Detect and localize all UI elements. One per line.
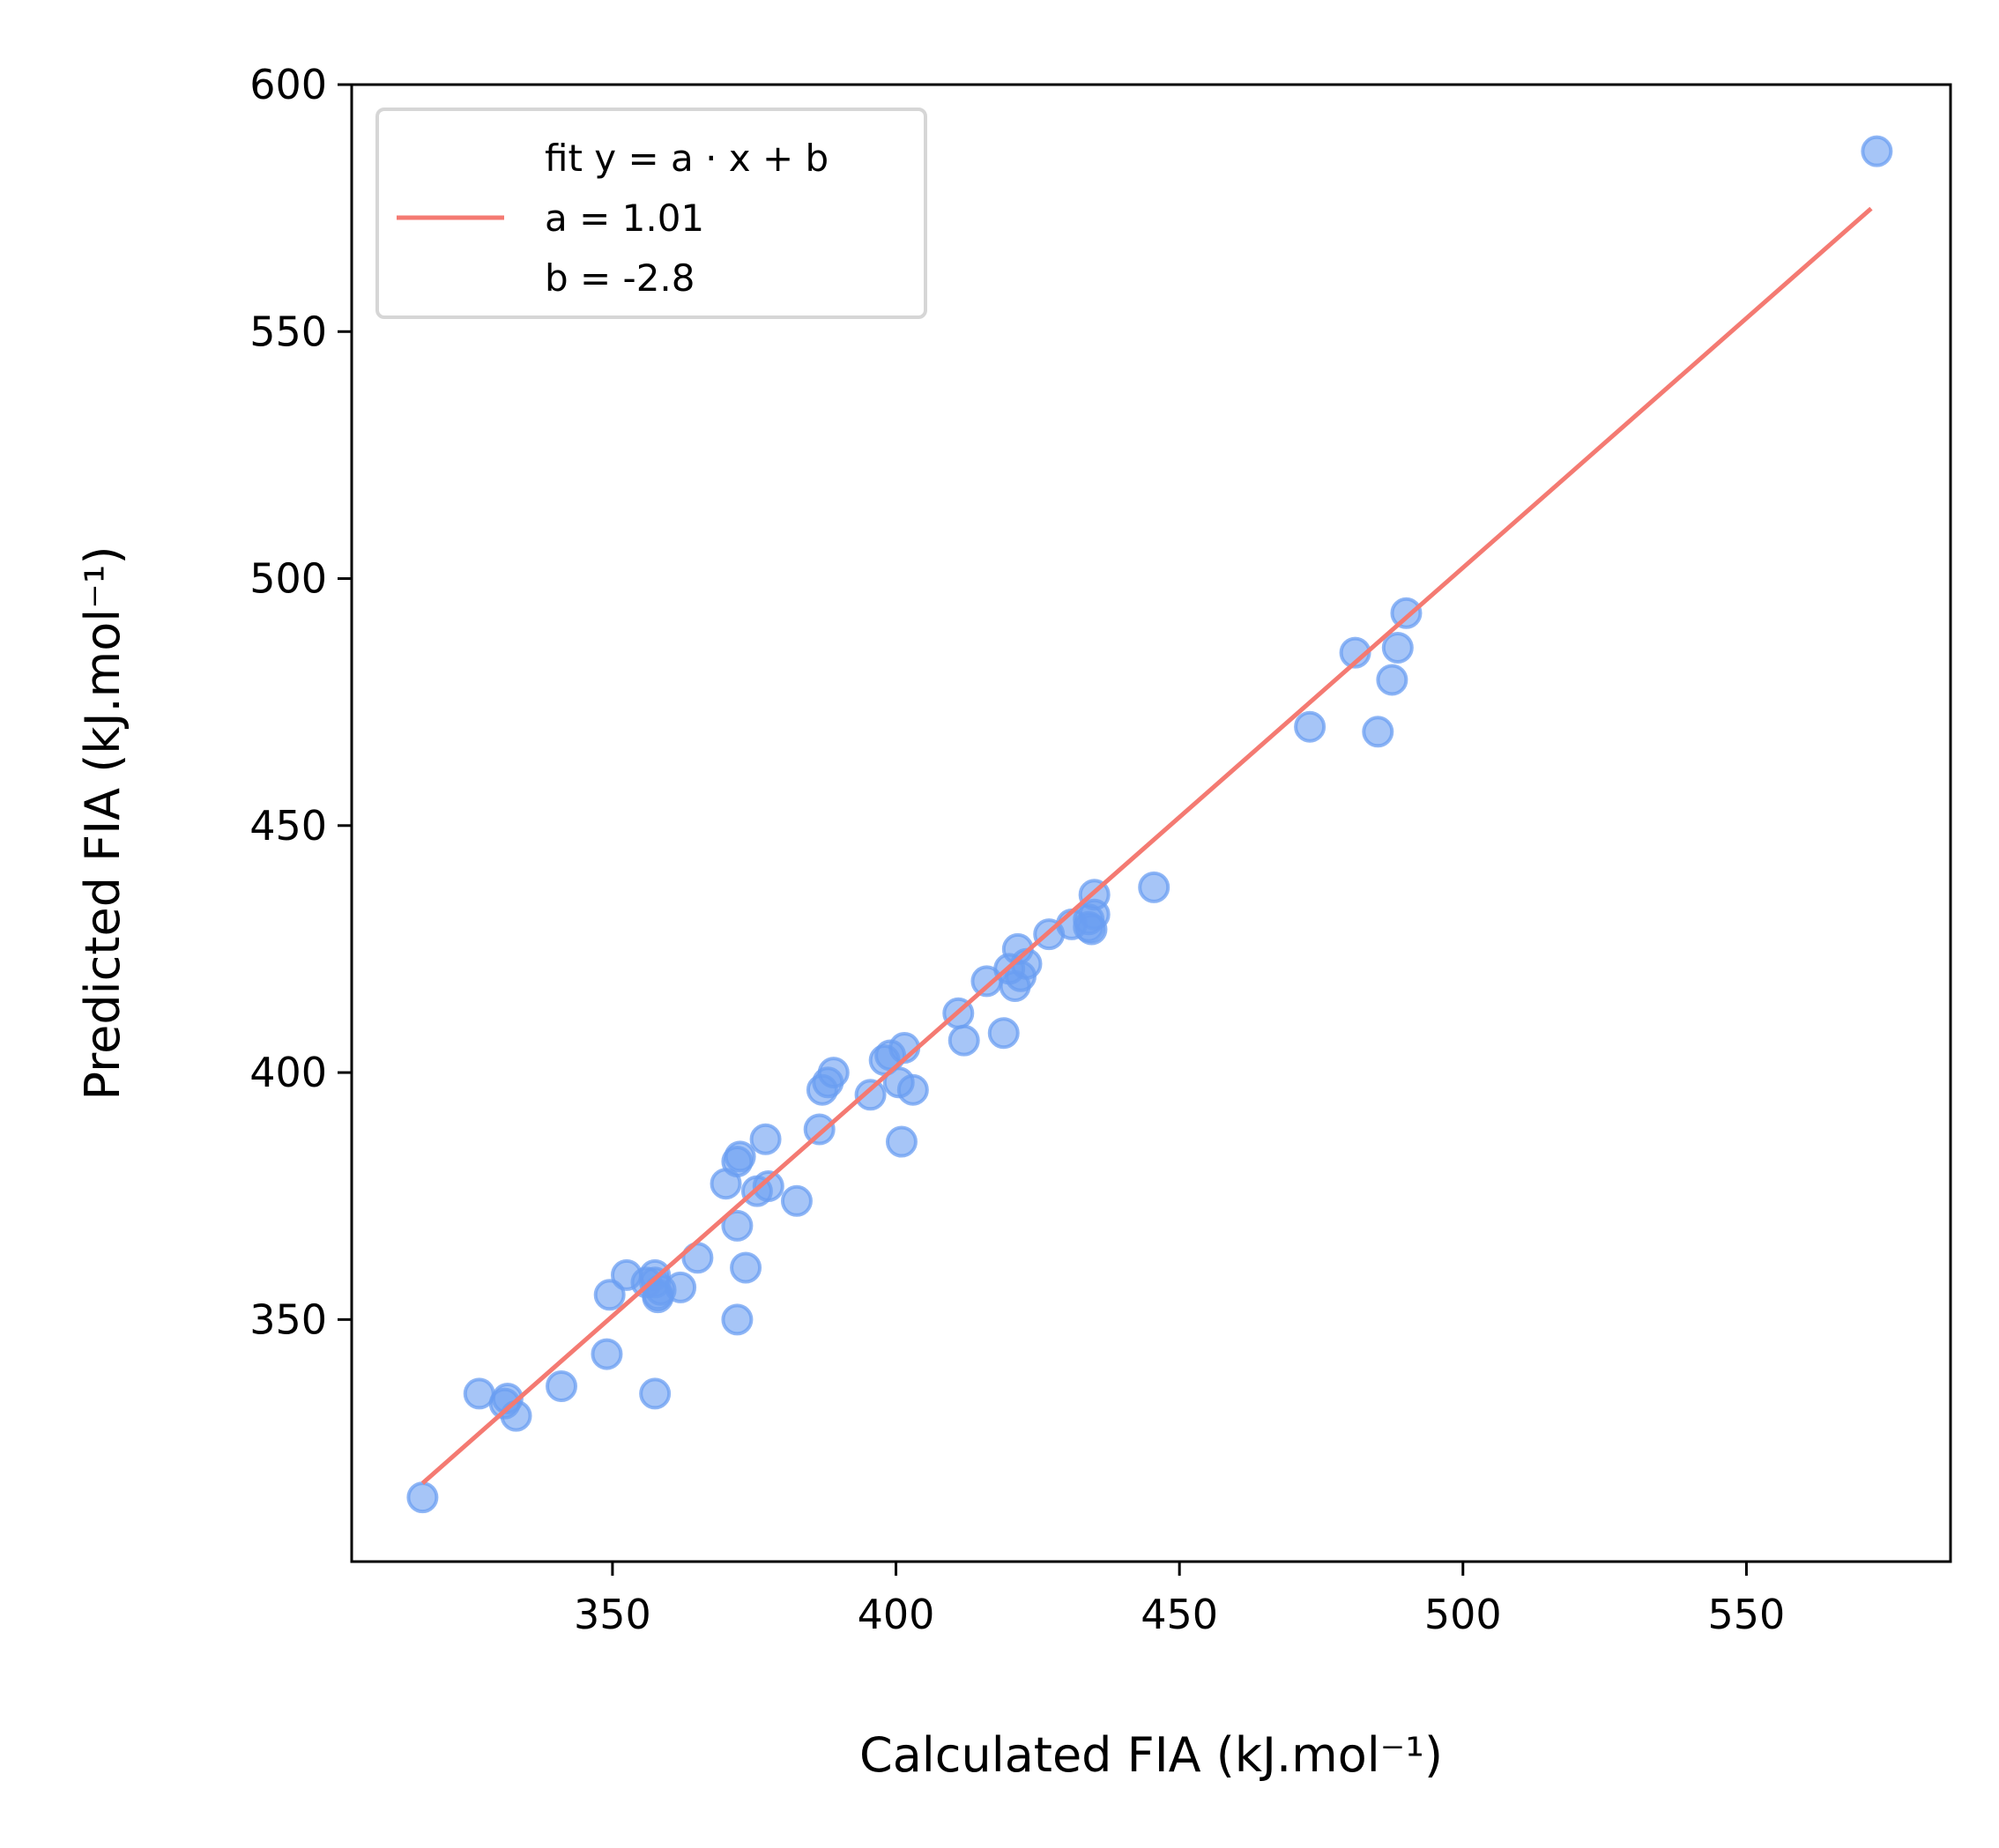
y-tick-label: 450: [249, 802, 327, 850]
x-tick-label: 500: [1424, 1591, 1502, 1638]
data-point: [406, 1481, 439, 1514]
data-point: [1381, 632, 1414, 664]
y-tick-label: 500: [249, 555, 327, 603]
data-point: [1376, 664, 1408, 696]
data-point: [665, 1271, 697, 1303]
y-tick-label: 600: [249, 61, 327, 108]
y-axis-label: Predicted FIA (kJ.mol⁻¹): [75, 545, 130, 1100]
data-point: [1073, 910, 1105, 943]
data-point: [593, 1279, 626, 1311]
y-axis-ticks: 350 400 450 500 550 600: [249, 61, 352, 1343]
plot-frame: [350, 83, 1952, 1563]
x-tick-label: 400: [858, 1591, 935, 1638]
legend-intercept-label: b = -2.8: [545, 256, 695, 300]
data-point: [987, 1017, 1020, 1050]
data-point: [752, 1169, 784, 1202]
data-point: [1362, 716, 1394, 748]
data-point: [721, 1303, 754, 1336]
data-point: [896, 1073, 929, 1106]
legend: fit y = a · x + b a = 1.01 b = -2.8: [375, 108, 927, 319]
fit-line: [420, 206, 1873, 1485]
data-point: [730, 1251, 762, 1284]
fit-line-layer: [420, 206, 1873, 1485]
data-points: [406, 135, 1893, 1514]
y-tick-label: 550: [249, 308, 327, 355]
data-point: [546, 1370, 578, 1403]
data-point: [1294, 710, 1326, 743]
x-axis-ticks: 350 400 450 500 550: [574, 1562, 1785, 1638]
data-point: [591, 1338, 623, 1370]
data-point: [803, 1113, 836, 1146]
x-axis-label: Calculated FIA (kJ.mol⁻¹): [859, 1727, 1443, 1783]
x-tick-label: 450: [1141, 1591, 1218, 1638]
x-tick-label: 550: [1708, 1591, 1786, 1638]
plot-area: [352, 85, 1951, 1562]
data-point: [1390, 597, 1423, 629]
data-point: [639, 1377, 672, 1410]
y-tick-label: 400: [249, 1049, 327, 1096]
data-point: [721, 1209, 754, 1242]
data-point: [500, 1399, 532, 1432]
data-point: [817, 1057, 850, 1089]
data-point: [947, 1024, 980, 1057]
data-point: [1138, 871, 1170, 903]
data-point: [1861, 135, 1893, 167]
y-tick-label: 350: [249, 1295, 327, 1343]
data-point: [885, 1125, 918, 1158]
legend-box: [375, 108, 927, 319]
legend-slope-label: a = 1.01: [545, 197, 704, 240]
data-point: [780, 1184, 813, 1217]
legend-fit-formula: fit y = a · x + b: [545, 137, 829, 180]
data-point: [724, 1140, 756, 1173]
data-point: [854, 1079, 887, 1111]
data-point: [749, 1123, 782, 1155]
x-tick-label: 350: [574, 1591, 651, 1638]
